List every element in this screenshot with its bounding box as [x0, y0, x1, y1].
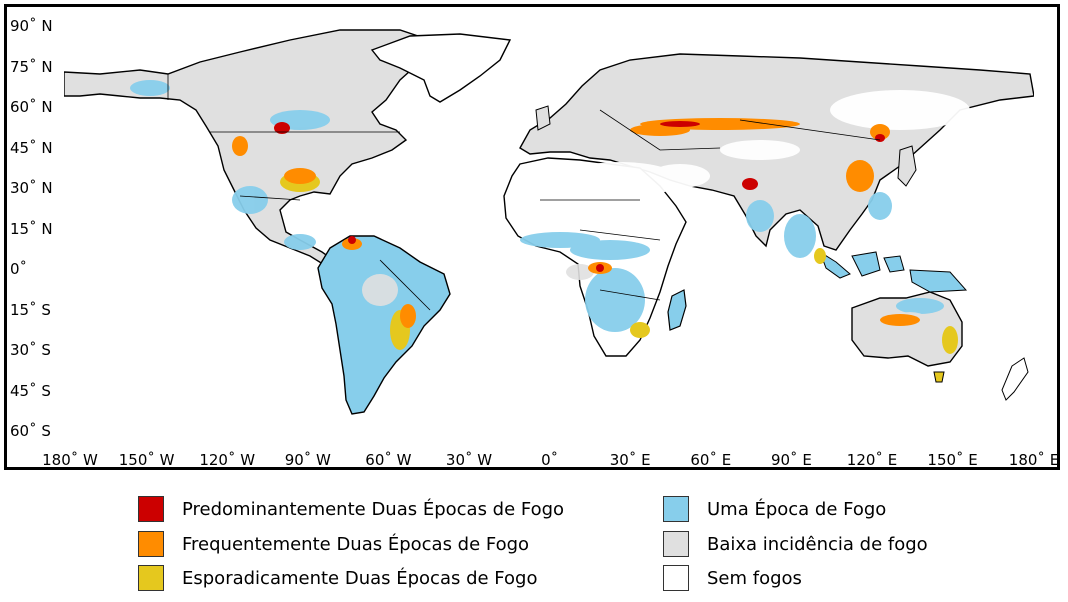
- latitude-label: 15˚ S: [10, 300, 51, 319]
- uk-islands: [535, 105, 551, 131]
- longitude-label: 150˚ W: [118, 451, 175, 469]
- legend-swatch: [663, 496, 689, 522]
- latitude-label: 60˚ S: [10, 422, 51, 440]
- greenland-landmass: [370, 33, 512, 103]
- longitude-label: 180˚ E: [1008, 451, 1060, 469]
- longitude-label: 180˚ W: [42, 451, 98, 469]
- legend-label: Esporadicamente Duas Épocas de Fogo: [182, 567, 538, 589]
- legend-swatch: [138, 496, 164, 522]
- indonesia-islands: [819, 250, 968, 293]
- japan-islands: [897, 145, 917, 187]
- south-america-landmass: [317, 235, 451, 415]
- legend-item-frequently-two: Frequentemente Duas Épocas de Fogo: [138, 530, 529, 558]
- one-season-areas: [130, 80, 944, 332]
- latitude-label: 30˚ N: [10, 179, 53, 197]
- longitude-label: 90˚ W: [284, 451, 331, 469]
- legend-label: Uma Época de Fogo: [707, 498, 887, 520]
- latitude-label: 45˚ S: [10, 381, 51, 400]
- latitude-label: 75˚ N: [10, 57, 53, 76]
- legend-label: Predominantemente Duas Épocas de Fogo: [182, 498, 565, 520]
- country-borders: [167, 74, 881, 311]
- longitude-label: 90˚ E: [770, 451, 812, 469]
- legend-swatch: [138, 565, 164, 591]
- latitude-label: 45˚ N: [10, 138, 53, 157]
- legend-item-one-season: Uma Época de Fogo: [663, 495, 886, 523]
- latitude-label: 90˚ N: [10, 17, 53, 35]
- tasmania-landmass: [933, 371, 945, 383]
- madagascar-landmass: [667, 289, 687, 331]
- legend-label: Baixa incidência de fogo: [707, 533, 928, 555]
- legend-label: Frequentemente Duas Épocas de Fogo: [182, 533, 530, 555]
- latitude-label: 60˚ N: [10, 98, 53, 116]
- longitude-label: 30˚ W: [445, 451, 493, 469]
- longitude-label: 0˚: [541, 451, 559, 469]
- latitude-label: 0˚: [10, 260, 28, 278]
- longitude-label: 120˚ W: [199, 451, 256, 469]
- longitude-label: 60˚ E: [690, 451, 732, 469]
- legend-item-sporadically-two: Esporadicamente Duas Épocas de Fogo: [138, 564, 537, 592]
- legend-label: Sem fogos: [707, 567, 802, 589]
- legend-item-low-incidence: Baixa incidência de fogo: [663, 530, 928, 558]
- map-frame: [4, 4, 1060, 470]
- longitude-label: 120˚ E: [846, 451, 898, 469]
- longitude-label: 30˚ E: [609, 451, 651, 469]
- latitude-label: 15˚ N: [10, 219, 53, 238]
- world-fire-map: [64, 29, 1034, 415]
- predominantly-two-season-areas: [274, 121, 885, 272]
- no-fire-areas: [560, 90, 970, 198]
- legend-item-no-fires: Sem fogos: [663, 564, 802, 592]
- longitude-label: 60˚ W: [365, 451, 412, 469]
- legend-swatch: [138, 531, 164, 557]
- legend-item-predominantly-two: Predominantemente Duas Épocas de Fogo: [138, 495, 564, 523]
- latitude-label: 30˚ S: [10, 341, 51, 359]
- legend: Predominantemente Duas Épocas de Fogo Fr…: [0, 488, 1068, 598]
- new-zealand-islands: [1001, 357, 1029, 401]
- legend-swatch: [663, 531, 689, 557]
- longitude-label: 150˚ E: [927, 451, 978, 469]
- legend-swatch: [663, 565, 689, 591]
